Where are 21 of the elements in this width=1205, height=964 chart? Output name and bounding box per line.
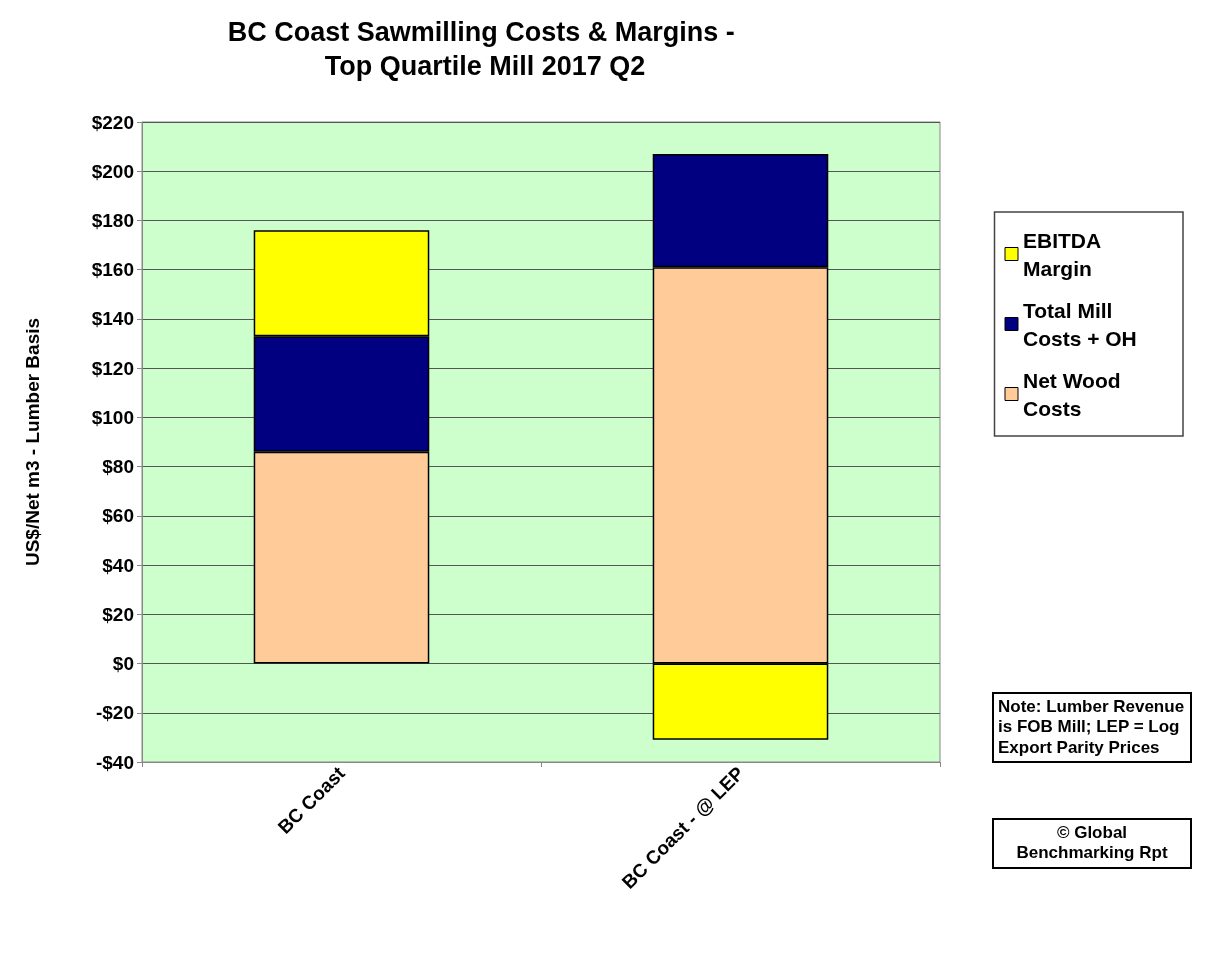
text: Note: Lumber Revenue is FOB Mill; LEP = Log Export Parity Prices	[992, 692, 1192, 764]
chart-title: BC Coast Sawmilling Costs & Margins - Top Quartile Mill 2017 Q2	[227, 17, 743, 81]
y-tick-label: $120	[91, 357, 134, 379]
legend-label: Net Wood Costs	[1023, 368, 1127, 420]
y-tick-label: -$40	[95, 751, 134, 773]
y-tick-label: $0	[112, 653, 134, 675]
y-axis-title: US$/Net m3 - Lumber Basis	[22, 317, 43, 567]
legend-label: Total Mill Costs + OH	[1023, 298, 1137, 350]
y-tick-label: $200	[91, 160, 134, 182]
y-tick-label: $20	[102, 603, 134, 625]
text: © Global Benchmarking Rpt	[992, 818, 1192, 869]
y-tick-label: $140	[91, 308, 134, 330]
y-tick-label: $40	[102, 554, 134, 576]
legend-label: EBITDA Margin	[1023, 228, 1107, 280]
y-tick-label: $100	[91, 406, 134, 428]
y-tick-label: $220	[91, 111, 134, 133]
y-tick-label: $60	[102, 505, 134, 527]
y-tick-label: $80	[102, 456, 134, 478]
y-tick-label: $180	[91, 209, 134, 231]
y-tick-label: -$20	[95, 702, 134, 724]
y-tick-label: $160	[91, 259, 134, 281]
